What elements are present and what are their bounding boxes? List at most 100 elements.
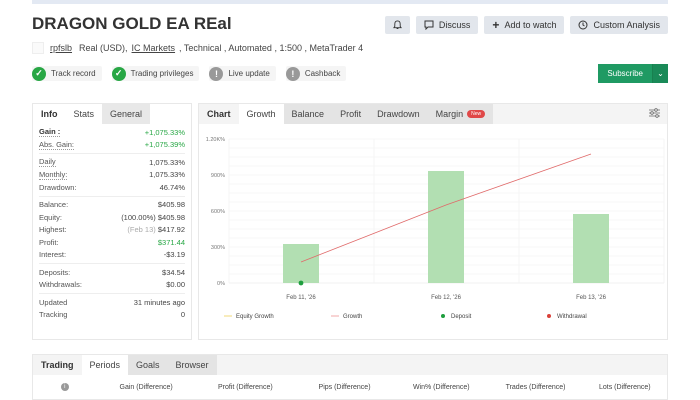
x-axis-labels: Feb 11, '26 Feb 12, '26 Feb 13, '26 [286, 295, 606, 301]
account-details: , Technical , Automated , 1:500 , MetaTr… [179, 43, 364, 53]
growth-chart: 1.20K% 900% 600% 300% 0% Feb 11, '26 Feb 12, … [206, 137, 665, 320]
bar-feb-11[interactable] [283, 244, 319, 283]
row-drawdown: Drawdown: 46.74% [39, 182, 185, 192]
tab-profit[interactable]: Profit [332, 104, 370, 124]
bar-feb-13[interactable] [573, 214, 609, 283]
tab-info[interactable]: Info [41, 109, 58, 119]
row-deposits: Deposits: $34.54 [39, 267, 185, 277]
chart-panel: Chart Growth Balance Profit Drawdown Mar… [198, 103, 668, 340]
col-trades[interactable]: Trades (Difference) [505, 383, 566, 391]
divider [39, 195, 185, 197]
discuss-button[interactable]: Discuss [415, 16, 479, 34]
tab-drawdown[interactable]: Drawdown [369, 104, 428, 124]
svg-text:300%: 300% [211, 245, 225, 251]
svg-text:Feb 12, '26: Feb 12, '26 [431, 295, 461, 301]
y-axis-labels: 1.20K% 900% 600% 300% 0% [206, 137, 225, 287]
info-panel: Info Stats General Gain : +1,075.33% Abs.… [32, 103, 192, 340]
comment-icon [424, 20, 434, 30]
header-actions: Discuss + Add to watch Custom Analysis [384, 16, 668, 34]
svg-text:Equity Growth: Equity Growth [236, 314, 274, 320]
row-tracking: Tracking 0 [39, 310, 185, 320]
row-equity: Equity: (100.00%) $405.98 [39, 212, 185, 222]
row-gain: Gain : +1,075.33% [39, 127, 185, 138]
row-withdrawals: Withdrawals: $0.00 [39, 280, 185, 290]
tab-stats[interactable]: Stats [73, 109, 95, 119]
tab-general[interactable]: General [102, 104, 151, 124]
trading-tabs: Trading Periods Goals Browser [33, 355, 667, 375]
divider [39, 263, 185, 264]
divider [39, 293, 185, 294]
tab-goals[interactable]: Goals [128, 355, 168, 375]
col-pips[interactable]: Pips (Difference) [318, 383, 371, 391]
custom-analysis-button[interactable]: Custom Analysis [570, 16, 668, 34]
new-badge: New [467, 110, 486, 118]
broker-link[interactable]: IC Markets [131, 43, 176, 53]
exclamation-circle-icon: ! [209, 66, 224, 81]
exclamation-circle-icon: ! [285, 66, 300, 81]
account-meta: rpfslb Real (USD), IC Markets , Technica… [32, 42, 363, 54]
filter-settings-icon[interactable] [648, 107, 661, 122]
tab-periods[interactable]: Periods [81, 355, 129, 375]
add-to-watch-button[interactable]: + Add to watch [484, 16, 565, 34]
tab-balance[interactable]: Balance [283, 104, 333, 124]
svg-text:Withdrawal: Withdrawal [557, 314, 587, 320]
svg-text:Deposit: Deposit [451, 314, 472, 320]
svg-text:Feb 13, '26: Feb 13, '26 [576, 295, 606, 301]
tab-chart[interactable]: Chart [207, 109, 231, 119]
row-daily: Daily 1,075.33% [39, 157, 185, 168]
svg-text:Feb 11, '26: Feb 11, '26 [286, 295, 316, 301]
growth-line [300, 153, 592, 263]
row-highest: Highest: (Feb 13) $417.92 [39, 225, 185, 235]
tab-growth[interactable]: Growth [238, 104, 284, 124]
bars [283, 171, 609, 283]
page-title: DRAGON GOLD EA REal [32, 14, 232, 33]
badge-trading-privileges: ✓ Trading privileges [111, 66, 200, 81]
username-link[interactable]: rpfslb [50, 43, 73, 53]
badge-track-record: ✓ Track record [32, 66, 102, 81]
badge-cashback: ! Cashback [285, 66, 347, 81]
trading-panel: Trading Periods Goals Browser i Gain (Di… [32, 354, 668, 400]
col-win[interactable]: Win% (Difference) [412, 383, 470, 391]
periods-table-header: i Gain (Difference) Profit (Difference) … [33, 375, 667, 399]
svg-text:0%: 0% [217, 281, 225, 287]
subscribe-button[interactable]: Subscribe [598, 64, 652, 83]
svg-text:600%: 600% [211, 209, 225, 215]
clock-icon [578, 20, 588, 30]
row-interest: Interest: -$3.19 [39, 250, 185, 260]
row-monthly: Monthly: 1,075.33% [39, 169, 185, 180]
col-profit[interactable]: Profit (Difference) [217, 383, 273, 391]
row-balance: Balance: $405.98 [39, 200, 185, 210]
plus-icon: + [492, 18, 500, 32]
deposit-point[interactable] [298, 280, 304, 286]
info-icon[interactable]: i [33, 383, 97, 391]
row-updated: Updated 31 minutes ago [39, 297, 185, 307]
chevron-down-icon: ⌄ [657, 69, 664, 78]
info-rows: Gain : +1,075.33% Abs. Gain: +1,075.39% Da… [33, 124, 191, 321]
tab-margin[interactable]: Margin New [427, 104, 494, 124]
check-circle-icon: ✓ [111, 66, 126, 81]
check-circle-icon: ✓ [32, 66, 46, 81]
row-profit: Profit: $371.44 [39, 237, 185, 247]
col-lots[interactable]: Lots (Difference) [599, 383, 651, 391]
bell-icon [392, 20, 402, 30]
info-tabs: Info Stats General [33, 104, 191, 124]
notify-button[interactable] [384, 16, 410, 34]
subscribe-group: Subscribe ⌄ [598, 64, 668, 83]
verification-badges: ✓ Track record ✓ Trading privileges ! Li… [32, 66, 347, 81]
divider [39, 153, 185, 154]
col-gain[interactable]: Gain (Difference) [119, 383, 173, 391]
bar-feb-12[interactable] [428, 171, 464, 283]
svg-text:Growth: Growth [343, 314, 362, 320]
tab-browser[interactable]: Browser [167, 355, 217, 375]
top-banner-strip [32, 0, 668, 4]
row-abs-gain: Abs. Gain: +1,075.39% [39, 139, 185, 150]
subscribe-dropdown-button[interactable]: ⌄ [652, 64, 668, 83]
avatar [32, 42, 44, 54]
chart-tabs: Chart Growth Balance Profit Drawdown Mar… [199, 104, 667, 124]
account-type: Real (USD), [79, 43, 128, 53]
svg-text:900%: 900% [211, 173, 225, 179]
tab-trading[interactable]: Trading [41, 360, 74, 370]
badge-live-update: ! Live update [209, 66, 276, 81]
svg-text:1.20K%: 1.20K% [206, 137, 225, 143]
chart-legend: Equity Growth Growth Deposit Withdrawal [224, 314, 587, 320]
